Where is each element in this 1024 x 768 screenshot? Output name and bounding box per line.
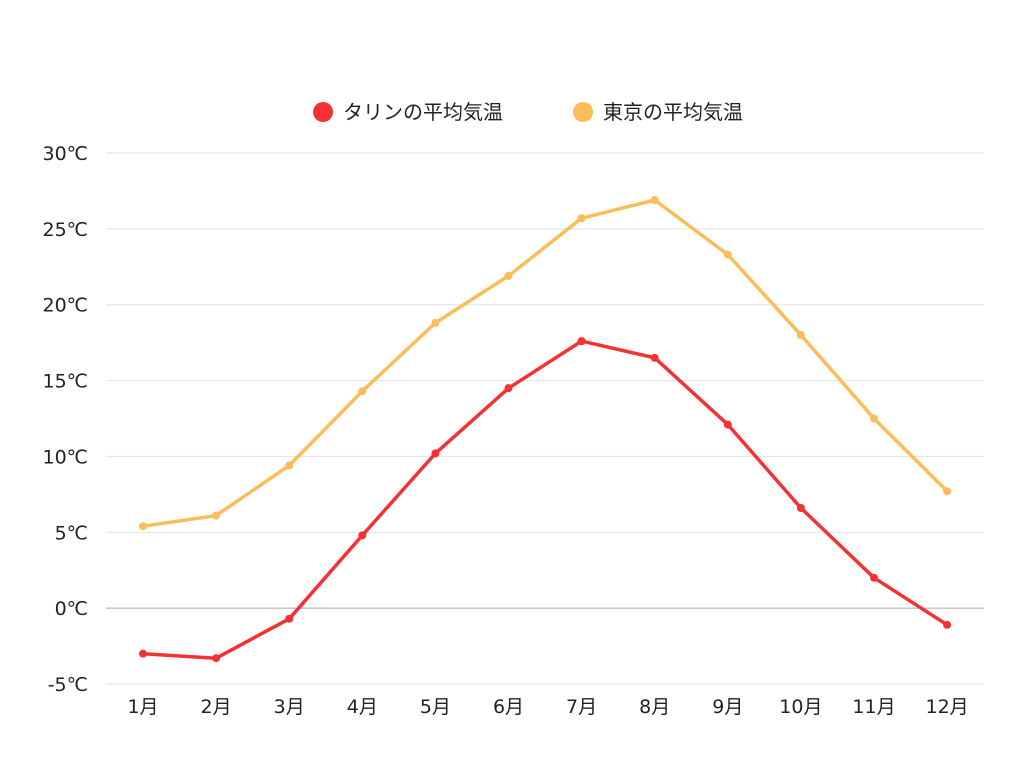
series-line-1 (141, 198, 949, 528)
series-line-0 (141, 339, 949, 660)
legend-marker-tallinn (313, 102, 333, 122)
data-point-1-7[interactable] (650, 196, 659, 205)
x-tick-label-5: 6月 (493, 696, 524, 718)
data-point-0-7[interactable] (650, 353, 659, 362)
legend-label-tokyo: 東京の平均気温 (603, 100, 743, 124)
series-1 (139, 196, 952, 531)
data-point-0-3[interactable] (358, 531, 367, 540)
data-point-1-1[interactable] (212, 511, 221, 520)
data-point-1-5[interactable] (504, 271, 513, 280)
y-tick-label-6: 25℃ (42, 219, 88, 241)
data-point-0-5[interactable] (504, 384, 513, 393)
data-point-0-10[interactable] (870, 573, 878, 582)
y-tick-label-0: -5℃ (48, 674, 88, 696)
data-point-1-8[interactable] (723, 250, 732, 259)
data-point-0-9[interactable] (796, 504, 805, 513)
x-tick-label-9: 10月 (779, 696, 822, 718)
data-point-1-10[interactable] (870, 414, 878, 423)
y-axis-ticks: -5℃ 0℃ 5℃ 10℃ 15℃ 20℃ 25℃ 30℃ (42, 143, 88, 696)
x-tick-label-7: 8月 (639, 696, 670, 718)
data-point-1-9[interactable] (796, 331, 805, 340)
data-point-1-0[interactable] (139, 522, 147, 531)
series-lines (139, 196, 952, 663)
series-0 (139, 337, 952, 663)
legend-item-tokyo[interactable]: 東京の平均気温 (573, 100, 743, 124)
x-tick-label-6: 7月 (566, 696, 597, 718)
data-point-0-11[interactable] (943, 620, 952, 629)
x-tick-label-1: 2月 (201, 696, 232, 718)
data-point-0-4[interactable] (431, 449, 440, 458)
y-tick-label-5: 20℃ (42, 295, 88, 317)
data-point-0-0[interactable] (139, 649, 147, 658)
legend: タリンの平均気温 東京の平均気温 (313, 100, 743, 124)
x-tick-label-4: 5月 (420, 696, 451, 718)
x-tick-label-3: 4月 (347, 696, 378, 718)
data-point-1-3[interactable] (358, 387, 367, 396)
y-tick-label-3: 10℃ (42, 446, 88, 468)
grid (106, 152, 984, 685)
data-point-1-6[interactable] (577, 214, 586, 223)
data-point-1-2[interactable] (285, 461, 294, 470)
data-point-1-4[interactable] (431, 318, 440, 327)
data-point-0-6[interactable] (577, 337, 586, 346)
x-axis-ticks: 1月 2月 3月 4月 5月 6月 7月 8月 9月 10月 11月 12月 (127, 696, 968, 718)
x-tick-label-0: 1月 (127, 696, 158, 718)
legend-label-tallinn: タリンの平均気温 (343, 100, 503, 124)
x-tick-label-10: 11月 (852, 696, 895, 718)
x-tick-label-2: 3月 (274, 696, 305, 718)
legend-item-tallinn[interactable]: タリンの平均気温 (313, 100, 503, 124)
y-tick-label-4: 15℃ (42, 371, 88, 393)
x-tick-label-8: 9月 (712, 696, 743, 718)
x-tick-label-11: 12月 (926, 696, 969, 718)
data-point-0-2[interactable] (285, 614, 294, 623)
data-point-0-1[interactable] (212, 654, 221, 663)
legend-marker-tokyo (573, 102, 593, 122)
y-tick-label-2: 5℃ (55, 522, 88, 544)
data-point-1-11[interactable] (943, 487, 952, 496)
y-tick-label-1: 0℃ (55, 598, 88, 620)
y-tick-label-7: 30℃ (42, 143, 88, 165)
data-point-0-8[interactable] (723, 420, 732, 429)
